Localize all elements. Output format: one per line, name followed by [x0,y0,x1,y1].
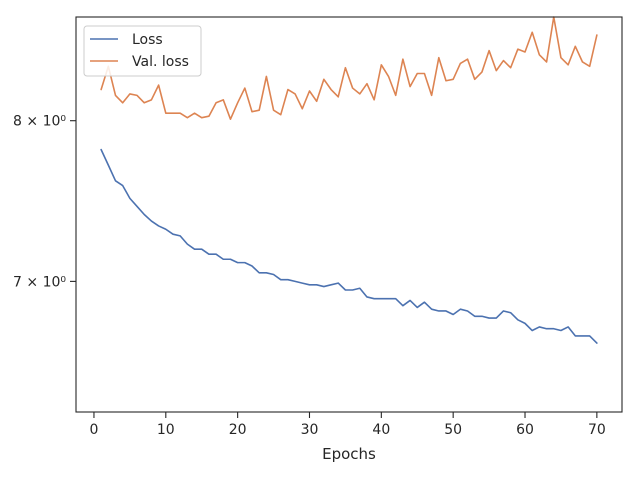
x-axis-label: Epochs [322,445,376,463]
legend-label-loss: Loss [132,32,163,48]
x-tick-label: 70 [588,422,606,438]
x-axis: 0 10 20 30 40 50 60 70 [89,412,606,438]
x-tick-label: 0 [89,422,98,438]
series-line-loss [100,148,598,344]
y-axis: 7 × 10⁰ 8 × 10⁰ [13,114,76,290]
legend-label-val-loss: Val. loss [132,54,189,70]
x-tick-label: 30 [301,422,319,438]
series-line-val-loss [100,16,598,120]
y-tick-label: 8 × 10⁰ [13,114,66,130]
x-tick-label: 40 [372,422,390,438]
x-tick-label: 10 [157,422,175,438]
x-tick-label: 60 [516,422,534,438]
series-layer [100,16,598,344]
legend: Loss Val. loss [83,25,202,77]
y-tick-label: 7 × 10⁰ [13,274,66,290]
x-tick-label: 20 [229,422,247,438]
x-tick-label: 50 [444,422,462,438]
plot-frame [75,16,623,413]
